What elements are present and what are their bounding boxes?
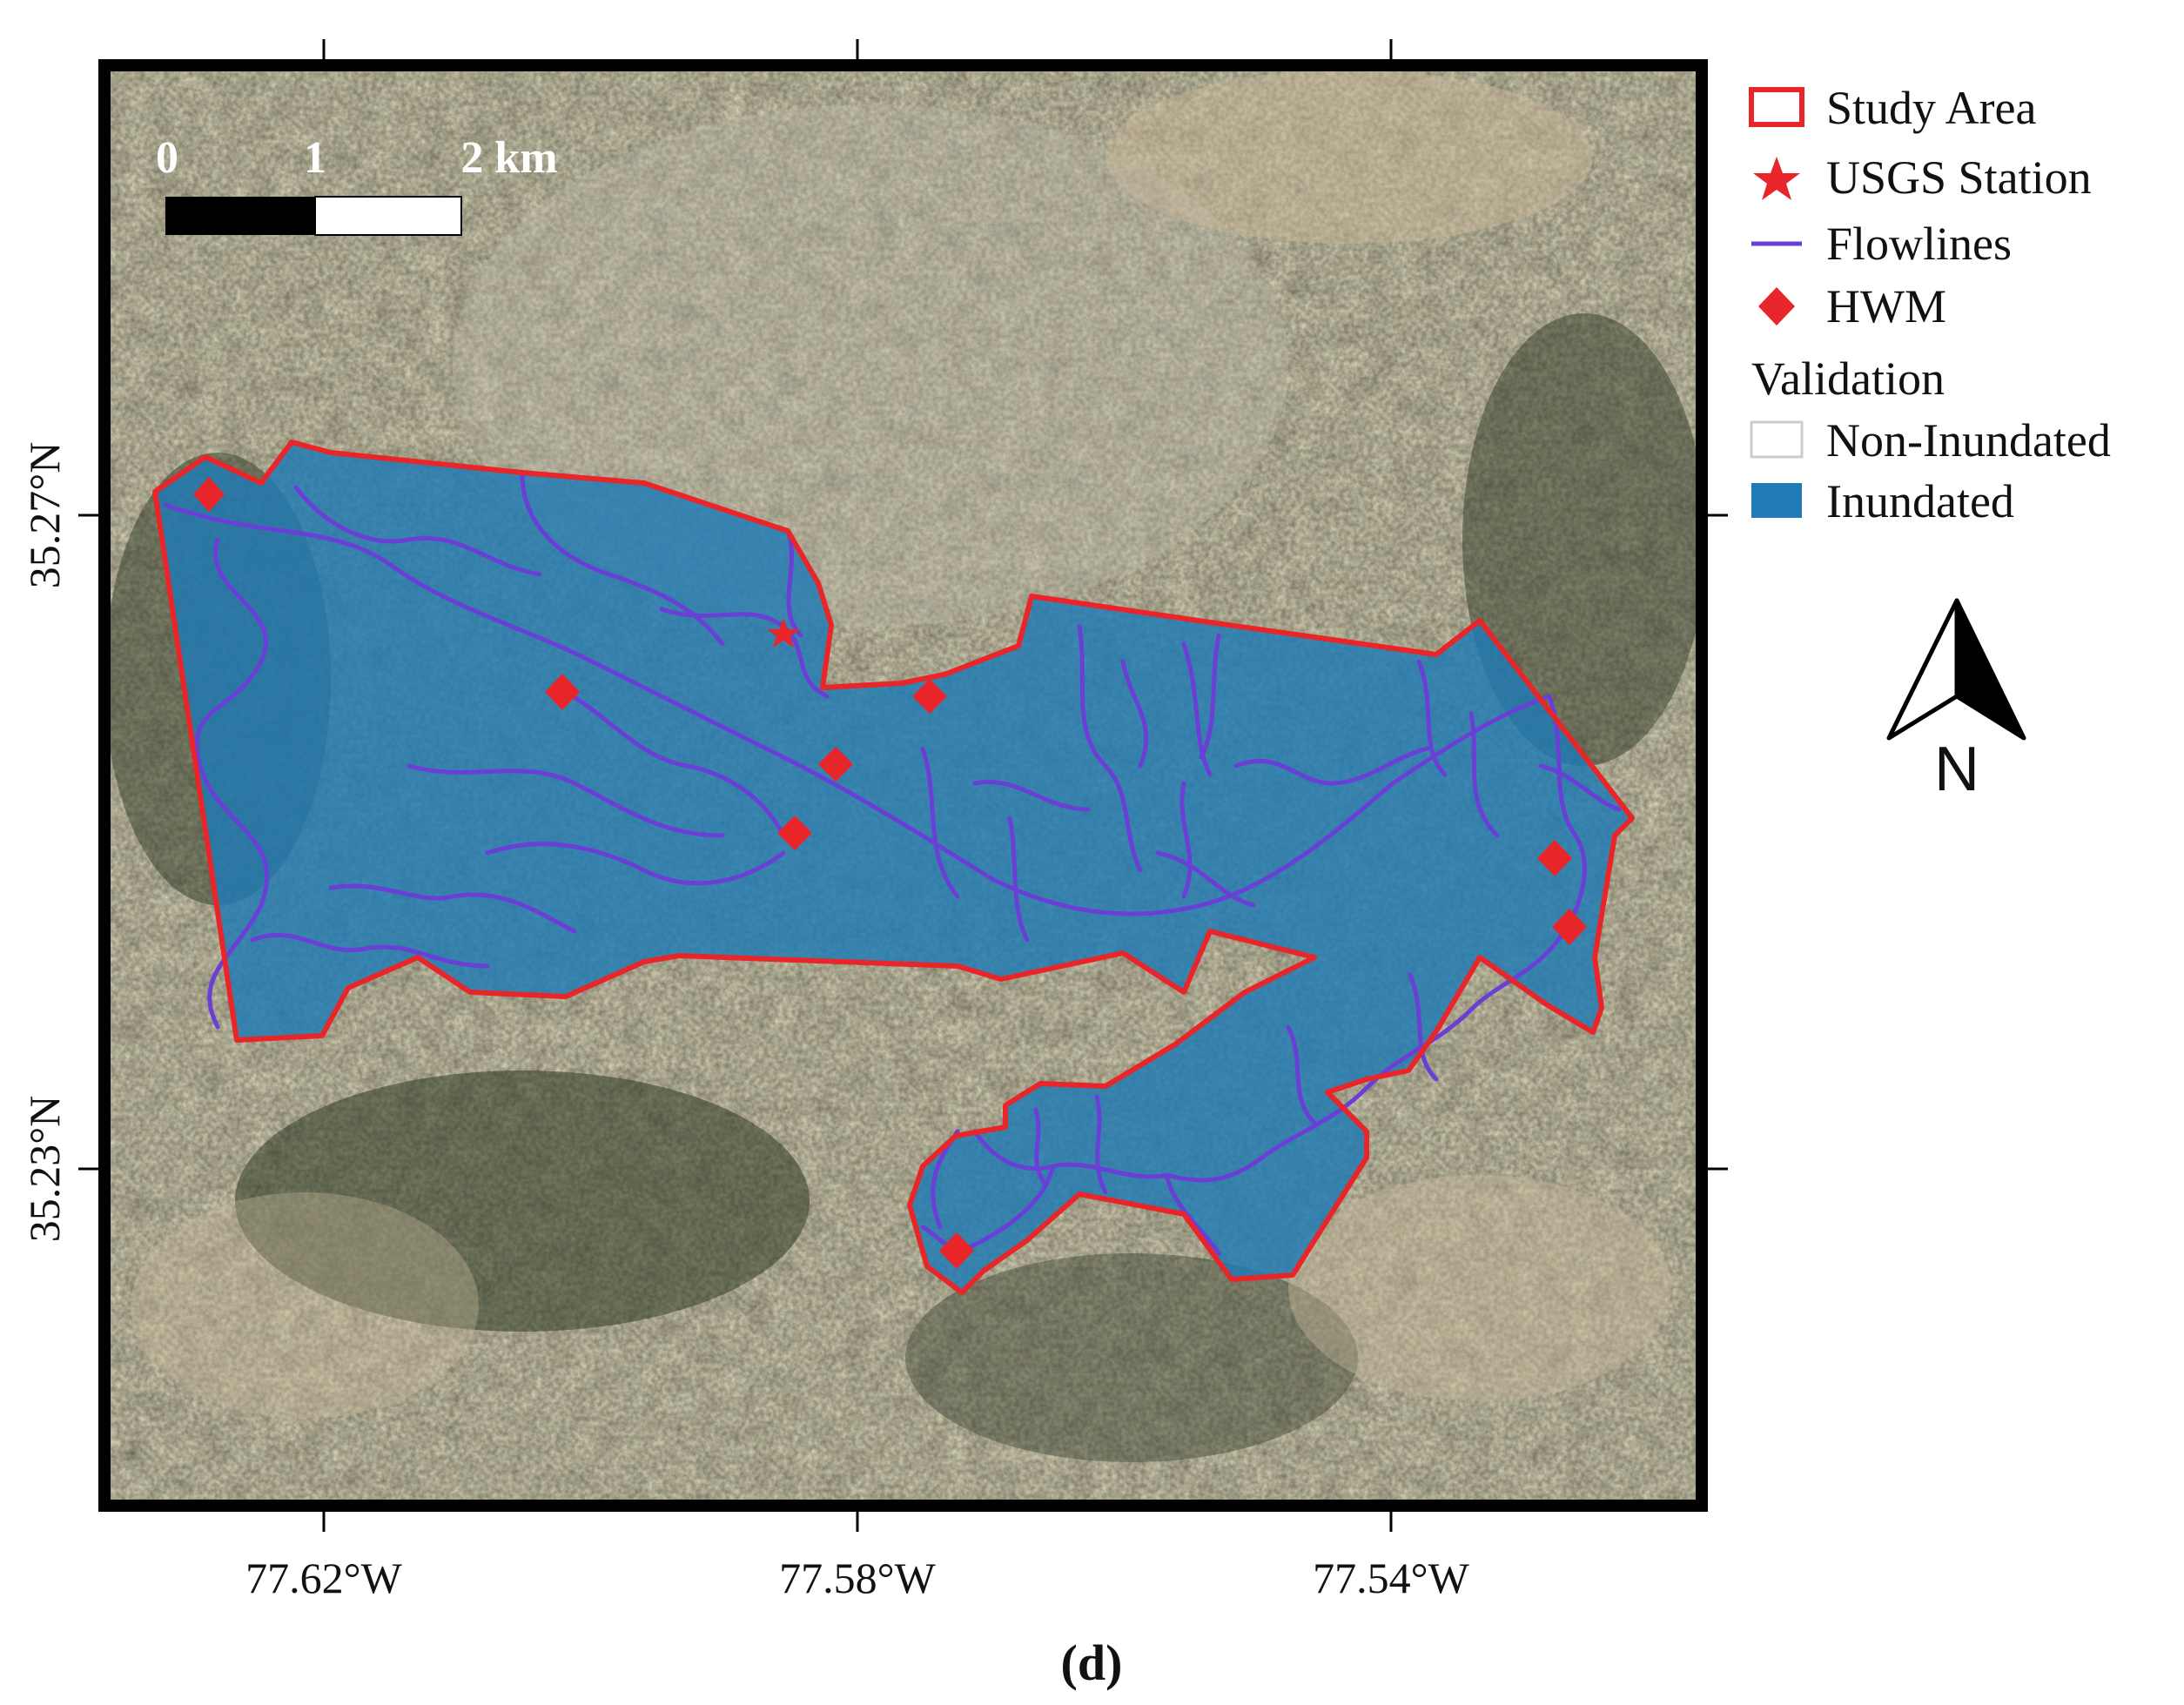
scale-bar-white-segment — [314, 196, 462, 236]
legend-symbol-non-inundated — [1750, 420, 1804, 459]
legend-label-hwm: HWM — [1826, 280, 1946, 332]
flowline — [1094, 1094, 1108, 1195]
hwm-markers — [193, 477, 1587, 1269]
north-arrow: N — [1886, 598, 2026, 804]
flowline — [293, 485, 542, 577]
x-tick-label: 77.54°W — [1313, 1554, 1469, 1602]
legend-label-non-inundated: Non-Inundated — [1826, 414, 2111, 467]
x-tick-label: 77.58°W — [779, 1554, 936, 1602]
flowline — [1007, 816, 1030, 943]
legend-label-usgs-station: USGS Station — [1826, 151, 2092, 204]
hwm-marker — [912, 679, 947, 714]
legend-symbol-study-area — [1749, 87, 1804, 127]
scale-bar-black-segment — [165, 197, 315, 235]
legend-symbol-usgs-station — [1753, 157, 1800, 200]
north-arrow-left-half — [1886, 598, 1959, 741]
field-patch — [131, 1192, 479, 1419]
panel-label: (d) — [1061, 1635, 1123, 1691]
legend-label-flowlines: Flowlines — [1826, 218, 2012, 270]
hwm-marker — [939, 1232, 974, 1269]
y-tick-label: 35.23°N — [20, 1096, 69, 1243]
flowline — [920, 1164, 1056, 1252]
forest-patch — [1462, 313, 1697, 766]
hwm-marker — [545, 674, 580, 710]
scale-label-1: 1 — [304, 133, 326, 183]
legend-label-study-area: Study Area — [1826, 82, 2037, 134]
flowline — [1199, 633, 1221, 760]
field-patch — [1105, 70, 1593, 244]
flowline — [328, 883, 577, 934]
flowline — [920, 746, 960, 899]
inundated-area-main — [155, 442, 1632, 1292]
flowline — [1033, 1107, 1047, 1186]
flowline — [1538, 763, 1622, 812]
scale-bar: 0 1 2 km — [156, 133, 558, 236]
forest-patch — [235, 1071, 810, 1332]
legend-label-inundated: Inundated — [1826, 475, 2014, 527]
flowline — [785, 528, 803, 638]
hwm-marker — [193, 477, 225, 512]
hwm-marker — [818, 747, 853, 782]
usgs-station-marker — [767, 618, 800, 648]
flowline — [1164, 937, 1561, 1183]
flowline — [1286, 1024, 1317, 1125]
flowlines — [163, 472, 1622, 1256]
field-patch — [1288, 1175, 1671, 1401]
hwm-marker — [1537, 840, 1572, 876]
legend-symbol-inundated — [1751, 483, 1802, 518]
flowline — [1547, 694, 1587, 943]
flowline — [485, 842, 786, 886]
north-arrow-right-half — [1954, 598, 2026, 741]
flowline — [194, 537, 269, 1030]
flowline — [972, 780, 1091, 812]
flowline — [1077, 624, 1143, 873]
axis-ticks — [78, 39, 1728, 1532]
scale-label-0: 0 — [156, 133, 178, 183]
flowline — [1181, 641, 1213, 777]
scale-label-2: 2 km — [460, 133, 557, 183]
forest-patch — [905, 1253, 1358, 1462]
flowline — [1468, 711, 1500, 838]
map-panel: 0 1 2 km — [109, 70, 1697, 1501]
flowline — [1408, 972, 1439, 1082]
map-frame — [98, 59, 1708, 1512]
flowline — [407, 763, 725, 838]
study-area-boundary-main — [152, 440, 1635, 1295]
y-tick-label: 35.27°N — [20, 442, 69, 589]
x-tick-label: 77.62°W — [245, 1554, 402, 1602]
flowline — [1179, 781, 1193, 899]
flowline — [250, 932, 490, 969]
flowline — [1233, 746, 1430, 786]
flowline — [554, 685, 786, 838]
flowline — [1155, 850, 1256, 908]
legend-validation-title: Validation — [1751, 352, 1945, 405]
north-arrow-label: N — [1934, 735, 1979, 804]
legend: Study Area USGS Station Flowlines HWM Va… — [1749, 82, 2111, 527]
hwm-marker — [1552, 909, 1587, 945]
flowline — [1416, 659, 1448, 777]
flowline — [1120, 659, 1149, 769]
hwm-marker — [777, 816, 812, 850]
flowline — [163, 502, 1552, 916]
legend-symbol-hwm — [1758, 287, 1795, 326]
